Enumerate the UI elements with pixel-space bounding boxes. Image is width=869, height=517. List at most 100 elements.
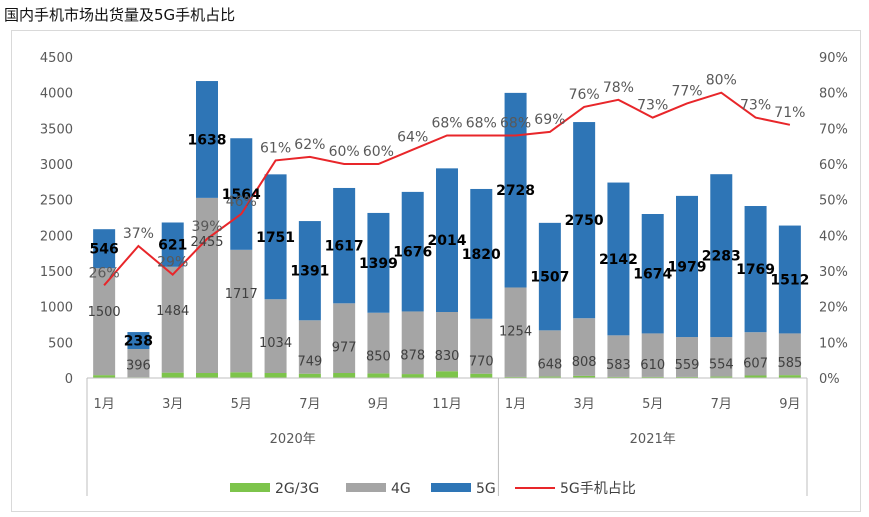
x-tick-label: 11月: [432, 397, 462, 412]
bar-4g: [401, 311, 424, 375]
bar-2g3g: [744, 375, 767, 378]
y2-tick-label: 0%: [819, 372, 840, 387]
bar-4g: [710, 337, 733, 377]
data-label-share: 60%: [329, 144, 360, 160]
bar-4g: [676, 337, 698, 377]
bar-4g: [778, 333, 801, 376]
bar-4g: [230, 249, 253, 373]
data-label-share: 73%: [637, 98, 668, 114]
y-tick-label: 2000: [40, 229, 73, 244]
bar-2g3g: [573, 375, 596, 378]
data-label-4g: 1254: [499, 324, 532, 339]
y2-tick-label: 60%: [819, 158, 848, 173]
data-label-5g: 1399: [359, 256, 398, 272]
data-label-4g: 749: [297, 355, 322, 370]
bar-5g: [504, 92, 527, 288]
data-label-5g: 2142: [599, 252, 638, 268]
bar-2g3g: [607, 376, 630, 378]
bar-5g: [401, 191, 424, 312]
x-tick-label: 1月: [505, 397, 526, 412]
bar-4g: [298, 320, 321, 374]
bar-2g3g: [710, 376, 733, 378]
data-label-5g: 1564: [222, 187, 261, 203]
data-label-5g: 1674: [633, 267, 672, 283]
bar-2g3g: [676, 376, 698, 378]
bar-2g3g: [470, 373, 493, 378]
bar-4g: [93, 268, 116, 376]
bar-5g: [161, 222, 184, 267]
data-label-5g: 1391: [290, 264, 329, 280]
chart-svg: 0 500 1000 1500 2000 2500 3000 3500 4000 4500 0% 10…: [40, 51, 848, 497]
line-5g-share: [103, 91, 791, 286]
data-label-5g: 2283: [702, 249, 741, 265]
data-label-5g: 1769: [736, 262, 775, 278]
data-label-4g: 2455: [190, 235, 223, 250]
x-tick-label: 3月: [162, 397, 183, 412]
data-label-share: 78%: [603, 80, 634, 96]
data-label-5g: 1507: [530, 270, 569, 286]
data-label-5g: 1979: [668, 259, 707, 275]
bar-2g3g: [333, 373, 356, 378]
bar-4g: [264, 299, 287, 374]
bar-2g3g: [230, 372, 253, 378]
data-label-share: 68%: [500, 115, 531, 131]
data-label-5g: 238: [124, 334, 153, 350]
bar-4g: [367, 312, 390, 374]
data-label-4g: 1717: [225, 287, 258, 302]
bar-2g3g: [436, 371, 458, 378]
data-label-4g: 583: [606, 358, 631, 373]
legend-label: 4G: [391, 481, 411, 497]
data-label-share: 68%: [431, 115, 462, 131]
data-label-5g: 1820: [462, 247, 501, 263]
x-tick-label: 3月: [574, 397, 595, 412]
legend-label: 5G手机占比: [560, 481, 636, 497]
data-label-4g: 1034: [259, 336, 292, 351]
y2-tick-label: 70%: [819, 122, 848, 137]
y-tick-label: 1000: [40, 301, 73, 316]
x-tick-label: 5月: [642, 397, 663, 412]
bar-2g3g: [161, 372, 184, 378]
data-label-4g: 554: [709, 358, 734, 373]
data-label-4g: 585: [777, 356, 802, 371]
bar-4g: [744, 332, 767, 376]
bar-5g: [778, 225, 801, 334]
y2-tick-label: 30%: [819, 265, 848, 280]
data-label-4g: 396: [126, 358, 151, 373]
bar-2g3g: [367, 373, 390, 378]
data-label-5g: 1512: [770, 272, 809, 288]
legend-label: 5G: [476, 481, 496, 497]
legend-label: 2G/3G: [275, 481, 319, 497]
data-label-4g: 1500: [88, 305, 121, 320]
data-label-4g: 850: [366, 350, 391, 365]
data-label-5g: 1638: [188, 132, 227, 148]
y-tick-label: 0: [65, 372, 73, 387]
y-tick-label: 1500: [40, 265, 73, 280]
y2-tick-label: 40%: [819, 229, 848, 244]
bar-5g: [538, 222, 561, 331]
data-label-share: 68%: [466, 115, 497, 131]
bar-2g3g: [641, 376, 664, 378]
x-tick-label: 7月: [711, 397, 732, 412]
data-label-share: 69%: [534, 112, 565, 128]
bar-4g: [504, 287, 527, 377]
page-title: 国内手机市场出货量及5G手机占比: [4, 6, 236, 24]
bar-2g3g: [264, 373, 287, 378]
data-label-share: 73%: [740, 98, 771, 114]
bar-4g: [607, 335, 630, 377]
x-tick-label: 1月: [94, 397, 115, 412]
bar-2g3g: [93, 375, 116, 378]
bar-5g: [264, 174, 287, 300]
bar-4g: [333, 303, 356, 374]
data-label-4g: 830: [435, 349, 460, 364]
x-group-label: 2020年: [270, 432, 316, 447]
data-label-share: 39%: [191, 219, 222, 235]
data-label-5g: 2014: [428, 233, 467, 249]
bar-5g: [127, 332, 150, 350]
bar-2g3g: [196, 373, 218, 378]
data-label-share: 61%: [260, 140, 291, 156]
data-label-5g: 1676: [393, 245, 432, 261]
data-label-5g: 1751: [256, 230, 295, 246]
y2-tick-label: 80%: [819, 87, 848, 102]
y-tick-label: 2500: [40, 194, 73, 209]
bar-4g: [538, 330, 561, 377]
